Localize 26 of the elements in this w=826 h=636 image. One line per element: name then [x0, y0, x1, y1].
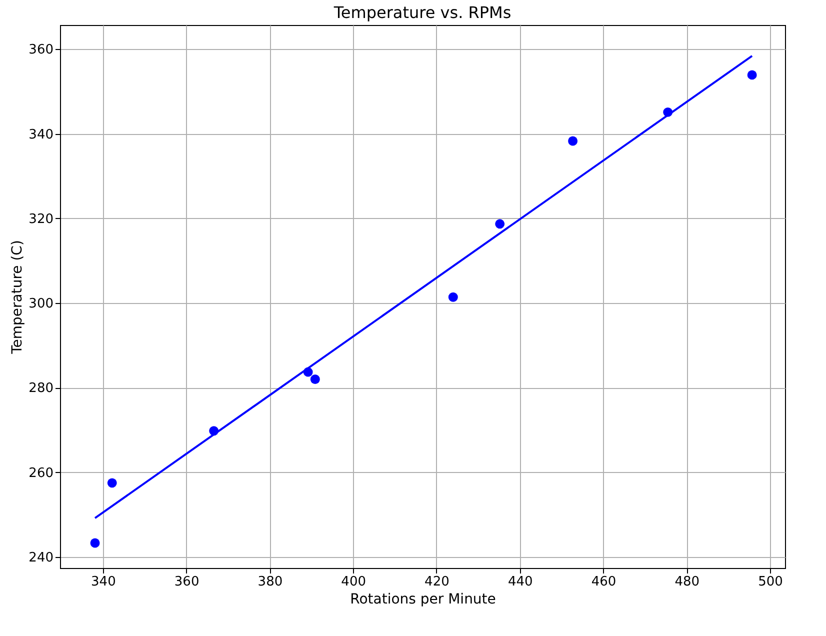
y-tick-label: 300	[28, 296, 54, 312]
point	[90, 538, 100, 548]
x-tick-label: 500	[758, 574, 783, 590]
y-tick-label: 360	[28, 42, 54, 58]
point	[448, 292, 458, 302]
x-tick-label: 460	[591, 574, 616, 590]
point	[747, 70, 757, 80]
x-tick-label: 400	[341, 574, 366, 590]
point	[495, 219, 505, 229]
x-tick-label: 420	[424, 574, 450, 590]
chart-title: Temperature vs. RPMs	[332, 3, 512, 22]
x-tick-label: 380	[258, 574, 283, 590]
y-tick-label: 340	[28, 127, 54, 142]
point	[310, 374, 320, 384]
y-tick-label: 240	[28, 550, 54, 566]
x-axis-title: Rotations per Minute	[350, 592, 496, 608]
y-tick-label: 260	[28, 466, 54, 481]
point	[568, 136, 578, 146]
x-tick-label: 360	[174, 574, 200, 590]
x-tick-label: 480	[674, 574, 700, 590]
y-tick-label: 280	[28, 381, 54, 396]
y-tick-label: 320	[28, 212, 54, 227]
y-axis-title: Temperature (C)	[10, 240, 26, 355]
x-tick-label: 440	[508, 574, 533, 590]
x-tick-label: 340	[91, 574, 116, 590]
point	[107, 478, 117, 488]
